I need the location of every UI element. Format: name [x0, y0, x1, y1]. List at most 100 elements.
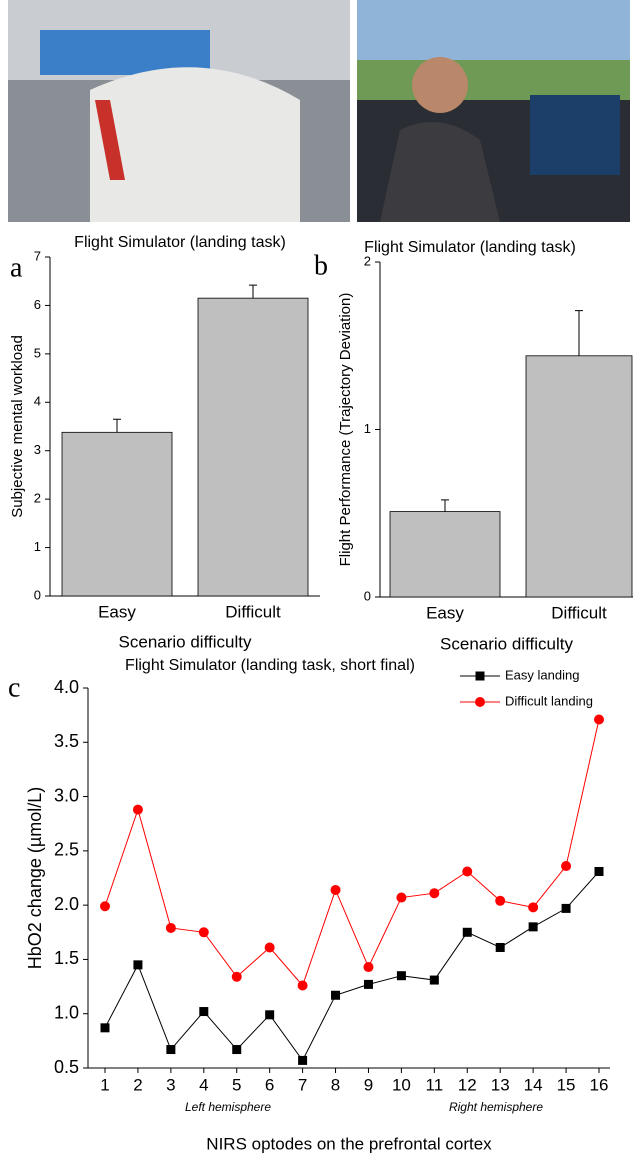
y-tick-label: 4 — [34, 394, 41, 409]
x-tick-label: Easy — [98, 602, 136, 621]
x-tick-label: 14 — [524, 1075, 543, 1094]
annotation: Right hemisphere — [449, 1100, 543, 1114]
y-tick-label: 7 — [34, 248, 41, 263]
bar — [61, 431, 173, 597]
data-point — [232, 1045, 242, 1055]
data-point — [363, 979, 373, 989]
y-tick-label: 2 — [34, 491, 41, 506]
bar — [525, 355, 633, 598]
x-tick-label: 8 — [331, 1075, 340, 1094]
x-tick-label: Difficult — [551, 603, 607, 622]
x-tick-label: 5 — [232, 1075, 241, 1094]
data-point — [594, 714, 604, 725]
x-tick-label: Easy — [426, 603, 464, 622]
data-point — [265, 1010, 275, 1020]
y-tick-label: 1.0 — [54, 1002, 79, 1022]
y-tick-label: 4.0 — [54, 677, 79, 697]
x-tick-label: 2 — [133, 1075, 142, 1094]
x-tick-label: 16 — [590, 1075, 609, 1094]
legend-marker — [475, 671, 485, 681]
x-tick-label: 13 — [491, 1075, 510, 1094]
data-point — [462, 866, 473, 877]
x-axis-label: NIRS optodes on the prefrontal cortex — [206, 1134, 492, 1153]
legend-marker — [475, 697, 485, 707]
y-tick-label: 0 — [34, 587, 41, 602]
data-point — [495, 942, 505, 952]
series-line — [104, 871, 600, 1062]
y-tick-label: 6 — [34, 297, 41, 312]
data-point — [330, 884, 341, 895]
series-line — [104, 719, 600, 987]
error-bar — [249, 284, 257, 299]
x-tick-label: Difficult — [225, 602, 281, 621]
data-point — [528, 922, 538, 932]
y-tick-label: 2 — [364, 253, 371, 268]
legend-label: Difficult landing — [505, 693, 593, 708]
data-point — [132, 804, 143, 815]
data-point — [297, 980, 308, 991]
data-point — [594, 866, 604, 876]
photo-right — [357, 0, 630, 222]
x-tick-label: 11 — [426, 1075, 444, 1094]
annotation: Left hemisphere — [185, 1100, 271, 1114]
data-point — [165, 922, 176, 933]
x-tick-label: 6 — [265, 1075, 274, 1094]
data-point — [561, 861, 572, 872]
data-point — [462, 927, 472, 937]
y-tick-label: 1 — [364, 421, 371, 436]
data-point — [561, 903, 571, 913]
panel-label: c — [8, 672, 20, 703]
photo-left — [8, 0, 350, 222]
x-tick-label: 12 — [458, 1075, 477, 1094]
x-tick-label: 10 — [392, 1075, 411, 1094]
x-tick-label: 4 — [199, 1075, 208, 1094]
x-tick-label: 7 — [298, 1075, 307, 1094]
y-axis-label: Flight Performance (Trajectory Deviation… — [337, 293, 354, 567]
legend-label: Easy landing — [505, 667, 579, 682]
x-axis-label: Scenario difficulty — [440, 634, 573, 653]
data-point — [363, 962, 374, 973]
y-tick-label: 0 — [364, 588, 371, 603]
y-tick-label: 3.5 — [54, 731, 79, 751]
data-point — [331, 990, 341, 1000]
y-axis-label: HbO2 change (µmol/L) — [25, 787, 45, 969]
panel-label: a — [10, 252, 23, 283]
chart-title: Flight Simulator (landing task) — [364, 239, 576, 256]
data-point — [166, 1045, 176, 1055]
x-tick-label: 9 — [364, 1075, 373, 1094]
data-point — [429, 975, 439, 985]
y-tick-label: 1.5 — [54, 948, 79, 968]
x-tick-label: 1 — [100, 1075, 109, 1094]
x-tick-label: 15 — [557, 1075, 576, 1094]
data-point — [396, 971, 406, 981]
error-bar — [575, 310, 583, 356]
data-point — [298, 1055, 308, 1065]
y-tick-label: 5 — [34, 345, 41, 360]
y-tick-label: 1 — [34, 539, 41, 554]
data-point — [133, 960, 143, 970]
data-point — [100, 1023, 110, 1033]
y-tick-label: 3 — [34, 442, 41, 457]
data-point — [528, 902, 539, 913]
data-point — [198, 927, 209, 938]
data-point — [100, 901, 110, 912]
data-point — [495, 895, 506, 906]
chart-title: Flight Simulator (landing task, short fi… — [125, 657, 415, 674]
data-point — [199, 1007, 209, 1017]
data-point — [429, 888, 440, 899]
data-point — [231, 971, 242, 982]
panel-label: b — [314, 250, 328, 281]
bar — [389, 511, 501, 598]
error-bar — [441, 499, 449, 512]
y-tick-label: 2.5 — [54, 840, 79, 860]
x-tick-label: 3 — [166, 1075, 175, 1094]
bar — [197, 297, 309, 597]
chart-title: Flight Simulator (landing task) — [74, 234, 286, 251]
data-point — [264, 942, 275, 953]
data-point — [396, 892, 407, 903]
y-tick-label: 3.0 — [54, 785, 79, 805]
x-axis-label: Scenario difficulty — [119, 632, 252, 651]
y-tick-label: 0.5 — [54, 1057, 79, 1077]
y-tick-label: 2.0 — [54, 894, 79, 914]
